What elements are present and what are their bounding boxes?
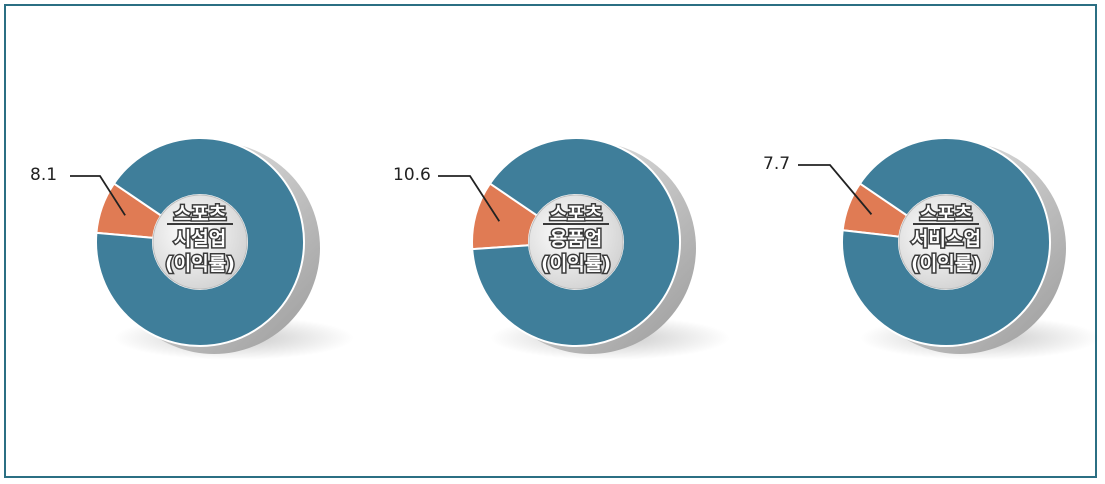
value-label: 8.1 <box>30 165 57 185</box>
center-label-line-3: (이익률) <box>165 253 235 275</box>
value-leader-line <box>798 164 873 215</box>
value-leader-line <box>70 175 126 216</box>
center-label-line-2: 서비스업 <box>911 228 981 250</box>
center-label-line-1: 스포츠 <box>174 203 226 225</box>
donut-hole <box>152 194 248 290</box>
donut-hole <box>528 194 624 290</box>
value-label: 10.6 <box>393 165 431 185</box>
value-label: 7.7 <box>763 154 790 174</box>
donut-hole <box>898 194 994 290</box>
center-label-line-3: (이익률) <box>541 253 611 275</box>
value-leader-line <box>438 175 501 222</box>
center-label-line-2: 시설업 <box>174 228 226 250</box>
center-label-line-3: (이익률) <box>911 253 981 275</box>
center-label-line-2: 용품업 <box>550 228 602 250</box>
center-label-line-1: 스포츠 <box>550 203 602 225</box>
center-label-line-1: 스포츠 <box>920 203 972 225</box>
